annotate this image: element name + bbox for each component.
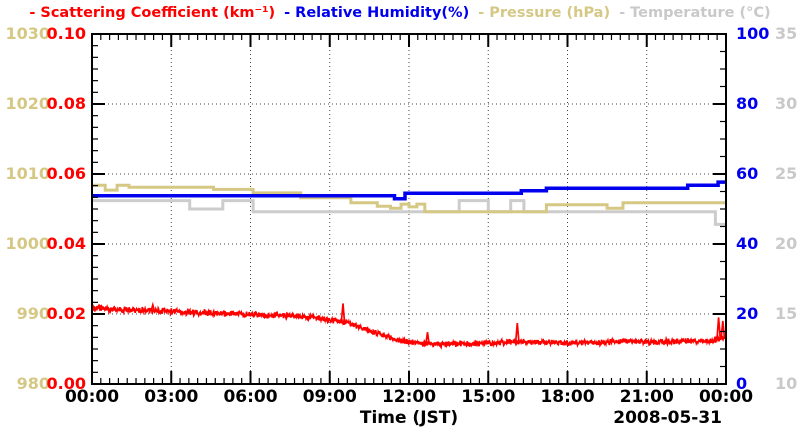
humidity-tick-label: 60 xyxy=(736,164,759,183)
pressure-tick-label: 1030 xyxy=(5,24,50,43)
humidity-tick-label: 0 xyxy=(736,374,748,393)
scattering-tick-label: 0.06 xyxy=(46,164,86,183)
series-humidity-line xyxy=(92,180,726,201)
x-tick-label: 15:00 xyxy=(461,387,516,407)
x-tick-label: 18:00 xyxy=(540,387,595,407)
x-axis-title: Time (JST) xyxy=(359,408,459,428)
pressure-tick-label: 1020 xyxy=(5,94,50,113)
temperature-tick-label: 25 xyxy=(775,164,798,183)
series-scattering-spike xyxy=(720,320,726,338)
humidity-tick-label: 80 xyxy=(736,94,759,113)
humidity-tick-label: 40 xyxy=(736,234,759,253)
scattering-tick-label: 0.10 xyxy=(46,24,86,43)
series-scattering-line xyxy=(91,303,727,350)
temperature-tick-label: 30 xyxy=(775,94,798,113)
pressure-tick-label: 1000 xyxy=(5,234,50,253)
series-pressure-line xyxy=(92,183,726,214)
pressure-tick-label: 990 xyxy=(16,304,50,323)
temperature-tick-label: 20 xyxy=(775,234,798,253)
legend-item-pressure: - Pressure (hPa) xyxy=(478,5,611,21)
humidity-tick-label: 20 xyxy=(736,304,759,323)
x-tick-label: 06:00 xyxy=(223,387,278,407)
temperature-tick-label: 10 xyxy=(775,374,798,393)
scattering-tick-label: 0.08 xyxy=(46,94,86,113)
x-tick-label: 21:00 xyxy=(619,387,674,407)
legend-item-humidity: - Relative Humidity(%) xyxy=(284,5,470,21)
x-tick-label: 00:00 xyxy=(698,387,754,407)
humidity-tick-label: 100 xyxy=(736,24,770,43)
temperature-tick-label: 15 xyxy=(775,304,798,323)
scattering-tick-label: 0.04 xyxy=(46,234,86,253)
scattering-tick-label: 0.00 xyxy=(46,374,86,393)
series-scattering-spike xyxy=(425,332,430,345)
x-tick-label: 00:00 xyxy=(64,387,120,407)
legend: - Scattering Coefficient (km⁻¹) - Relati… xyxy=(0,5,800,21)
scattering-tick-label: 0.02 xyxy=(46,304,86,323)
x-tick-label: 12:00 xyxy=(381,387,437,407)
x-tick-label: 03:00 xyxy=(144,387,199,407)
series-scattering-spike xyxy=(340,303,346,323)
x-tick-label: 09:00 xyxy=(302,387,357,407)
pressure-tick-label: 980 xyxy=(16,374,50,393)
legend-item-temperature: - Temperature (°C) xyxy=(619,5,771,21)
series-scattering-spike xyxy=(514,323,520,342)
legend-item-scattering: - Scattering Coefficient (km⁻¹) xyxy=(29,5,276,21)
series-temperature-line xyxy=(92,199,726,226)
series-scattering-spike xyxy=(150,301,156,311)
date-label: 2008-05-31 xyxy=(613,408,722,428)
series-scattering-spike xyxy=(716,317,722,340)
temperature-tick-label: 35 xyxy=(775,24,798,43)
pressure-tick-label: 1010 xyxy=(5,164,50,183)
